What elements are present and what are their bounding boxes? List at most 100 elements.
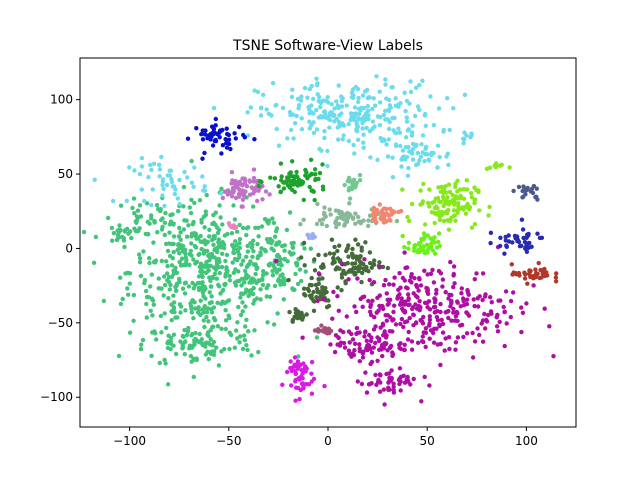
data-point-s8-c0-118 (446, 182, 452, 187)
data-point-s8-c0-112 (444, 210, 450, 216)
data-point-s11-c0-244 (372, 315, 377, 320)
data-point-s0-c0-284 (174, 283, 179, 288)
data-point-s8-c0-66 (435, 195, 441, 201)
data-point-s1-c0-108 (390, 115, 395, 121)
data-point-s11-c0-9 (376, 308, 381, 313)
data-point-s0-c4-33 (264, 285, 269, 291)
data-point-s8-c0-84 (445, 218, 450, 223)
data-point-s16-c0-37 (544, 270, 549, 275)
data-point-s1-c0-167 (311, 120, 316, 125)
data-point-s0-c0-203 (196, 274, 202, 279)
data-point-s0-c0-390 (203, 296, 208, 301)
data-point-s11-c0-87 (432, 300, 438, 305)
data-point-s8-c0-76 (469, 195, 474, 200)
data-point-s0-c3-87 (165, 340, 170, 346)
data-point-s5-c0-10 (357, 178, 363, 183)
data-point-s10-c0-86 (350, 255, 356, 260)
data-point-s15-c0-17 (528, 189, 534, 194)
data-point-s0-c3-0 (232, 345, 237, 350)
data-point-s11-c0-223 (413, 320, 419, 325)
data-point-s11-c0-107 (547, 324, 552, 329)
data-point-s1-c1-36 (393, 143, 399, 149)
data-point-s1-c2-30 (169, 176, 174, 182)
data-point-s11-c0-311 (422, 300, 428, 305)
data-point-s11-c0-304 (440, 321, 446, 327)
data-point-s1-c2-8 (137, 171, 143, 177)
data-point-s0-c4-44 (247, 288, 253, 293)
data-point-s1-c0-189 (299, 116, 304, 121)
data-point-s0-c0-280 (220, 240, 225, 245)
data-point-s11-c0-249 (475, 326, 480, 331)
data-point-s1-c1-19 (399, 157, 404, 162)
data-point-s0-c2-16 (121, 238, 127, 243)
data-point-s1-c0-202 (390, 85, 395, 90)
data-point-s0-c1-26 (132, 226, 137, 231)
data-point-s11-c0-97 (380, 353, 385, 359)
data-point-s12-c0-36 (300, 381, 305, 386)
data-point-s11-c0-137 (427, 307, 433, 312)
data-point-s13-c0-12 (312, 328, 318, 333)
data-point-s11-c1-37 (402, 347, 407, 353)
data-point-s8-c0-64 (465, 205, 470, 210)
data-point-s8-c0-89 (442, 201, 448, 206)
data-point-s11-c0-262 (485, 312, 491, 318)
data-point-s0-c4-75 (266, 262, 271, 267)
data-point-s1-c1-21 (384, 142, 389, 147)
data-point-s0-c0-240 (149, 296, 155, 301)
data-point-s11-c2-26 (387, 387, 392, 392)
data-point-s0-c0-148 (212, 255, 217, 260)
data-point-s1-c0-215 (318, 104, 323, 110)
data-point-s0-c0-124 (251, 249, 256, 254)
data-point-s0-c3-17 (159, 330, 164, 335)
data-point-s11-c1-51 (381, 345, 386, 350)
data-point-s11-c0-298 (377, 293, 382, 298)
data-point-s6-c0-51 (322, 205, 327, 210)
data-point-s0-c0-365 (171, 234, 177, 239)
data-point-s1-c0-164 (396, 102, 401, 108)
data-point-s11-c0-202 (480, 271, 486, 276)
data-point-s4-c0-16 (291, 178, 297, 183)
data-point-s1-c0-52 (336, 83, 341, 88)
data-point-s11-c1-34 (383, 335, 389, 340)
data-point-s0-c3-89 (163, 361, 168, 366)
data-point-s8-c0-94 (455, 210, 460, 215)
data-point-s8-c0-7 (421, 181, 426, 187)
data-point-s10-c0-20 (331, 251, 337, 256)
data-point-s0-c0-494 (178, 263, 184, 268)
data-point-s14-c0-23 (526, 233, 531, 238)
data-point-s0-c0-24 (141, 249, 146, 254)
data-point-s1-c0-124 (317, 94, 322, 100)
data-point-s4-c0-65 (308, 157, 314, 162)
data-point-s0-c0-312 (231, 203, 236, 208)
data-point-s1-c0-207 (259, 105, 264, 110)
data-point-s0-c0-211 (249, 245, 254, 250)
data-point-s0-c0-103 (161, 293, 166, 298)
data-point-s11-c0-133 (423, 344, 428, 350)
data-point-s1-c1-44 (390, 175, 396, 180)
data-point-s2-c0-6 (228, 146, 233, 152)
data-point-s11-c2-42 (398, 374, 404, 379)
data-point-s1-c0-166 (274, 126, 279, 132)
data-point-s1-c0-121 (365, 108, 371, 114)
data-point-s1-c0-193 (261, 92, 266, 98)
data-point-s1-c0-239 (352, 151, 357, 156)
data-point-s0-c0-199 (183, 247, 188, 253)
data-point-s1-c2-49 (175, 196, 180, 201)
data-point-s0-c0-336 (248, 241, 253, 246)
data-point-s0-c0-481 (194, 234, 199, 240)
data-point-s0-c1-38 (143, 231, 148, 237)
data-point-s2-c0-1 (213, 123, 218, 128)
data-point-s1-c0-211 (352, 105, 358, 110)
data-point-s1-c0-111 (322, 135, 327, 141)
data-point-s11-c0-91 (432, 296, 437, 301)
data-point-s0-c0-110 (214, 276, 219, 281)
data-point-s7-c0-39 (378, 210, 384, 215)
data-point-s0-c0-374 (177, 259, 182, 265)
data-point-s0-c0-359 (123, 271, 128, 276)
data-point-s6-c0-26 (333, 219, 338, 224)
data-point-s0-c0-328 (191, 219, 196, 225)
data-point-s3-c0-13 (251, 179, 257, 184)
data-point-s11-c1-46 (398, 346, 403, 351)
data-point-s0-c0-254 (188, 210, 194, 216)
data-point-s8-c0-109 (427, 187, 432, 192)
